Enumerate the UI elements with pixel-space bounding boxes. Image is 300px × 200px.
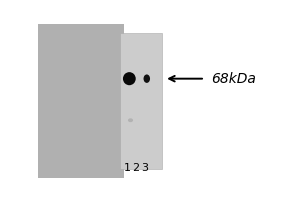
- Text: 68kDa: 68kDa: [211, 72, 256, 86]
- Bar: [38, 24, 124, 178]
- Text: 2: 2: [132, 163, 140, 173]
- Text: 3: 3: [141, 163, 148, 173]
- Ellipse shape: [123, 72, 136, 85]
- Ellipse shape: [143, 74, 150, 83]
- Ellipse shape: [128, 118, 133, 122]
- Bar: [120, 33, 162, 169]
- Text: 1: 1: [124, 163, 130, 173]
